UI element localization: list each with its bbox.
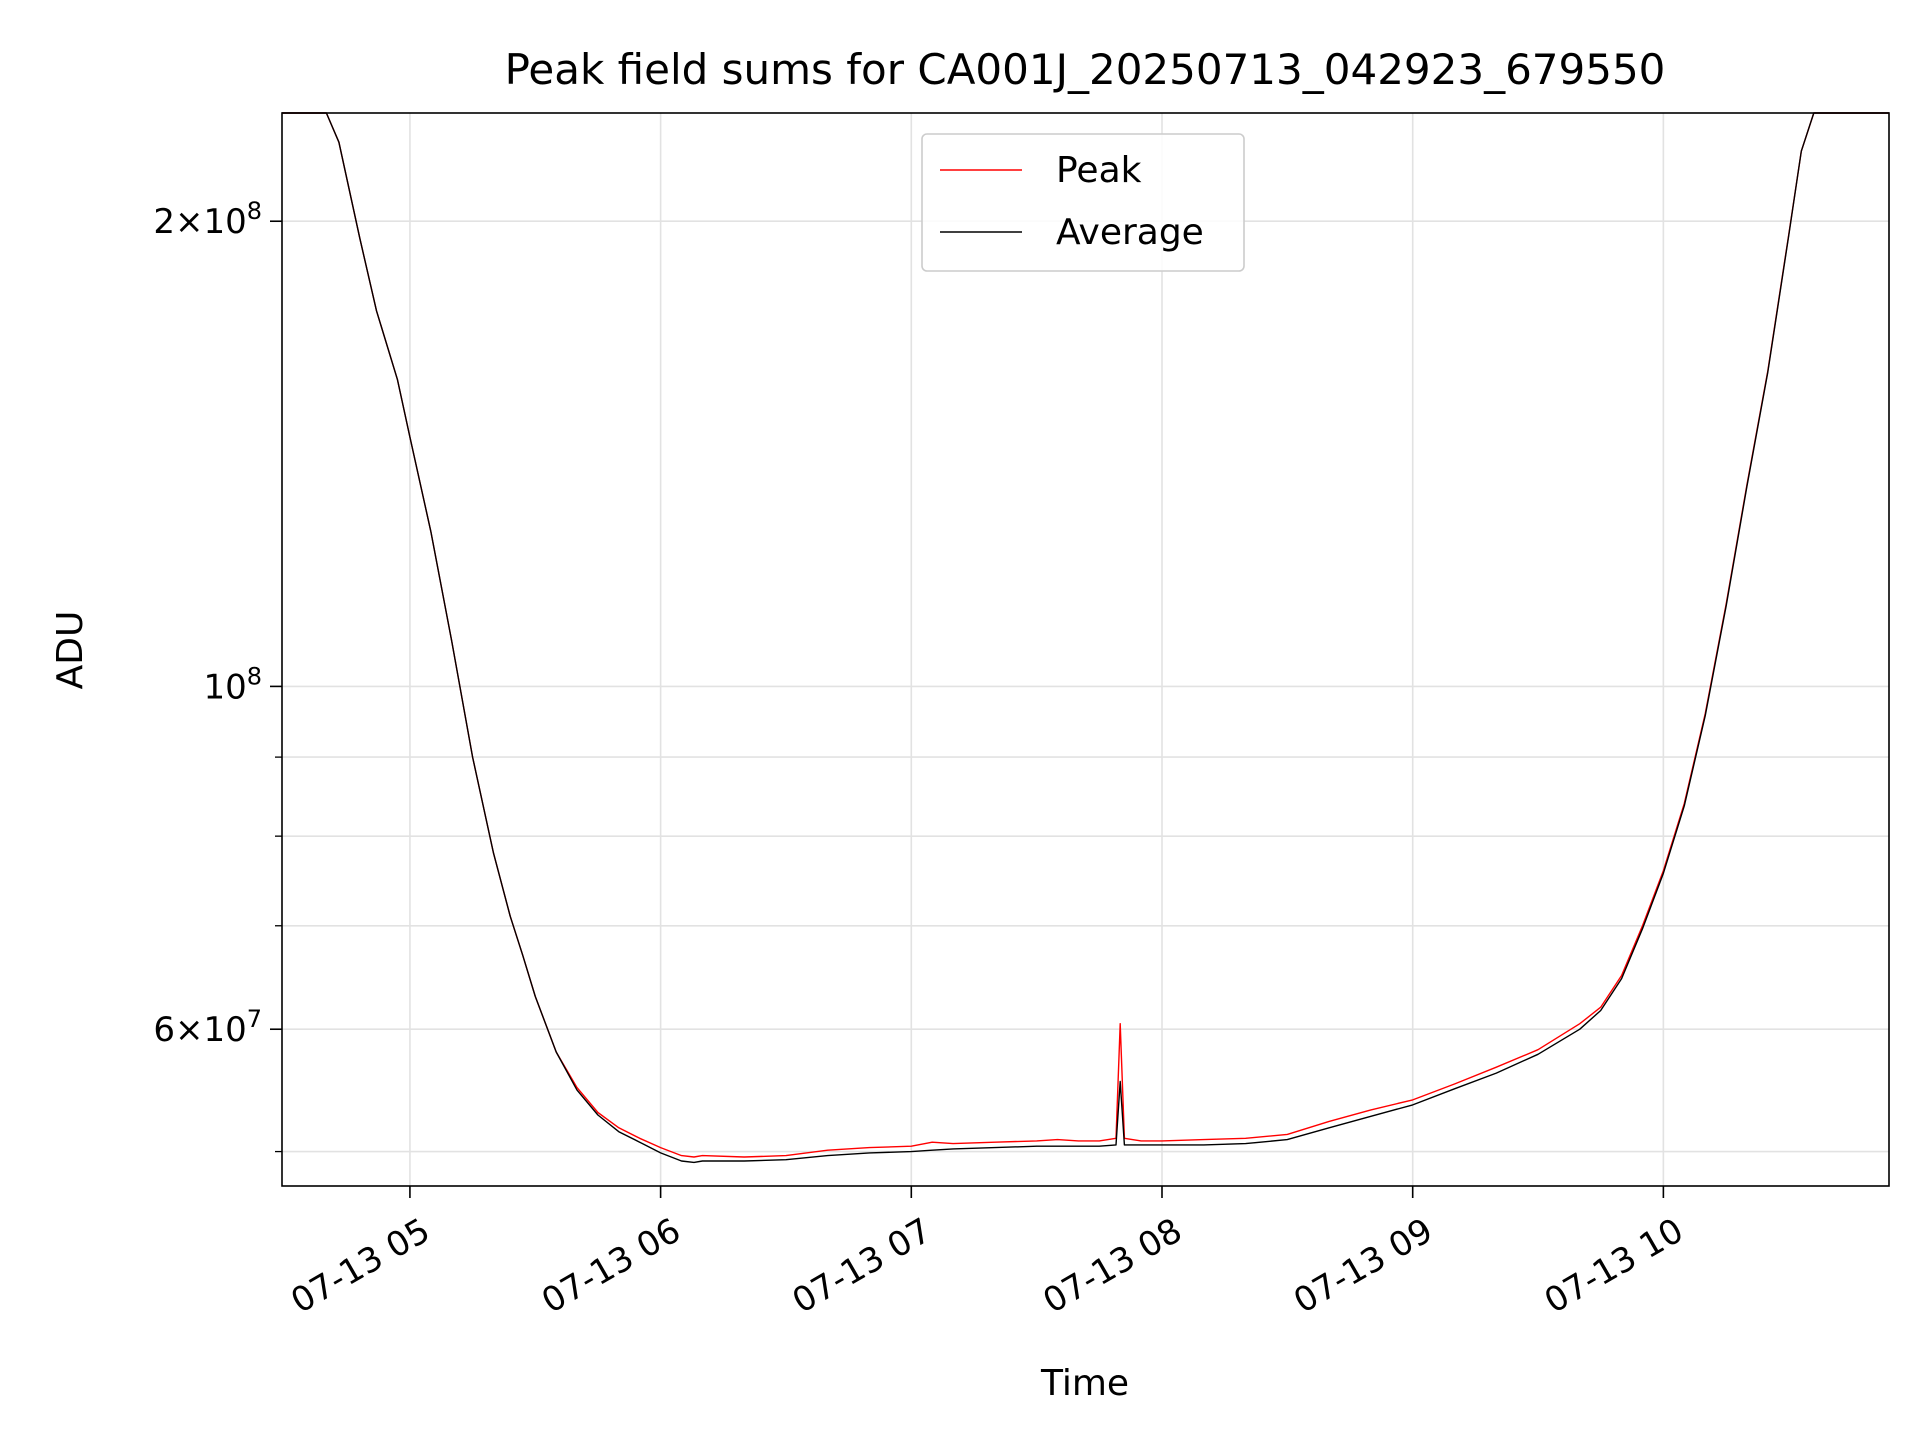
y-tick-times: × (175, 202, 204, 242)
legend-box (921, 133, 1245, 272)
y-tick-exponent: 7 (247, 1005, 262, 1033)
legend-label-average: Average (1056, 212, 1204, 253)
y-tick-label: 2×108 (153, 197, 262, 242)
y-tick-base: 10 (203, 1010, 246, 1050)
y-tick-base: 10 (203, 667, 246, 707)
y-tick-base: 10 (203, 202, 246, 242)
x-axis-label: Time (1040, 1363, 1129, 1404)
chart-title: Peak field sums for CA001J_20250713_0429… (505, 45, 1666, 94)
plot-frame (281, 112, 1890, 1187)
y-tick-mantissa: 6 (153, 1010, 175, 1050)
series-line-average (282, 112, 1889, 1164)
series-layer (282, 112, 1889, 1164)
y-tick-exponent: 8 (247, 197, 262, 225)
y-tick-label: 108 (203, 662, 262, 707)
y-axis-label: ADU (50, 611, 91, 690)
y-tick-exponent: 8 (247, 662, 262, 690)
y-tick-label: 6×107 (153, 1005, 262, 1050)
legend-label-peak: Peak (1056, 150, 1142, 191)
y-tick-times: × (175, 1010, 204, 1050)
y-tick-mantissa: 2 (153, 202, 175, 242)
legend: Peak Average (921, 133, 1245, 272)
